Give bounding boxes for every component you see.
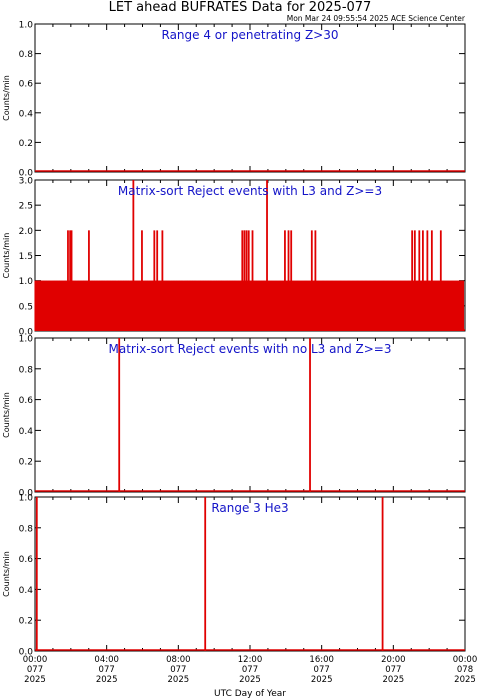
y-tick-label: 2.5 (19, 202, 33, 212)
panel-2: 0.0 0.5 1.0 1.5 2.0 2.5 3.0 Counts/min Matrix-so… (2, 177, 466, 338)
x-tick-year: 2025 (24, 675, 46, 685)
x-tick-year: 2025 (311, 675, 333, 685)
x-tick-doy: 077 (314, 665, 330, 675)
x-tick-time: 20:00 (381, 655, 406, 665)
y-tick-label: 0.0 (19, 489, 34, 499)
y-tick-label: 3.0 (19, 177, 34, 187)
y-tick-label: 2.0 (19, 227, 34, 237)
x-tick-year: 2025 (168, 675, 190, 685)
y-tick-label: 0.4 (19, 109, 34, 119)
y-axis-label: Counts/min (2, 233, 11, 279)
x-tick-doy: 077 (170, 665, 186, 675)
y-tick-label: 0.0 (19, 328, 34, 338)
y-tick-label: 1.0 (19, 335, 34, 345)
panel-3: 0.0 0.2 0.4 0.6 0.8 1.0 Counts/min Matrix-sort … (2, 335, 466, 499)
y-tick-label: 0.2 (19, 458, 33, 468)
y-tick-label: 0.6 (19, 80, 34, 90)
y-tick-label: 0.4 (19, 427, 34, 437)
y-axis-label: Counts/min (2, 551, 11, 597)
x-tick-year: 2025 (239, 675, 261, 685)
x-tick-time: 16:00 (309, 655, 334, 665)
panel-4: 0.0 0.2 0.4 0.6 0.8 1.0 Counts/min Range 3 He3 (2, 494, 466, 658)
y-tick-label: 1.0 (19, 21, 34, 31)
x-tick-time: 00:00 (453, 655, 478, 665)
panel-1: 0.0 0.2 0.4 0.6 0.8 1.0 Counts/min Range 4 or p… (2, 21, 466, 179)
x-tick-doy: 077 (99, 665, 115, 675)
y-axis-label: Counts/min (2, 75, 11, 121)
x-tick-time: 12:00 (238, 655, 263, 665)
y-tick-label: 0.8 (19, 365, 34, 375)
y-tick-label: 0.2 (19, 617, 33, 627)
x-tick-time: 00:00 (23, 655, 48, 665)
x-tick-year: 2025 (454, 675, 476, 685)
y-tick-label: 0.6 (19, 555, 34, 565)
chart-title: LET ahead BUFRATES Data for 2025-077 (109, 0, 372, 15)
x-tick-doy: 077 (27, 665, 43, 675)
x-tick-doy: 077 (385, 665, 401, 675)
y-tick-label: 1.5 (19, 252, 33, 262)
panel-title: Range 3 He3 (211, 501, 288, 515)
x-tick-doy: 077 (242, 665, 258, 675)
panels: 0.0 0.2 0.4 0.6 0.8 1.0 Counts/min Range 4 or p… (2, 21, 466, 658)
y-tick-label: 0.0 (19, 169, 34, 179)
y-tick-label: 1.0 (19, 494, 34, 504)
x-tick-time: 08:00 (166, 655, 191, 665)
y-tick-label: 0.2 (19, 139, 33, 149)
timestamp: Mon Mar 24 09:55:54 2025 ACE Science Cen… (287, 14, 466, 23)
x-tick-time: 04:00 (94, 655, 119, 665)
y-tick-label: 1.0 (19, 277, 34, 287)
y-tick-label: 0.6 (19, 396, 34, 406)
x-tick-doy: 078 (457, 665, 473, 675)
panel-title: Matrix-sort Reject events with L3 and Z>… (118, 184, 382, 198)
x-tick-year: 2025 (383, 675, 405, 685)
x-axis-label: UTC Day of Year (214, 689, 286, 699)
panel-frame (34, 337, 466, 493)
y-tick-label: 0.0 (19, 648, 34, 658)
panel-frame (34, 23, 466, 173)
panel-frame (34, 496, 466, 652)
y-tick-label: 0.4 (19, 586, 34, 596)
x-axis-labels: 00:00077202504:00077202508:00077202512:0… (23, 655, 478, 685)
x-tick-year: 2025 (96, 675, 118, 685)
y-tick-label: 0.8 (19, 524, 34, 534)
panel-title: Matrix-sort Reject events with no L3 and… (109, 342, 392, 356)
y-axis-label: Counts/min (2, 392, 11, 438)
y-tick-label: 0.5 (19, 302, 33, 312)
panel-title: Range 4 or penetrating Z>30 (162, 28, 339, 42)
y-tick-label: 0.8 (19, 50, 34, 60)
